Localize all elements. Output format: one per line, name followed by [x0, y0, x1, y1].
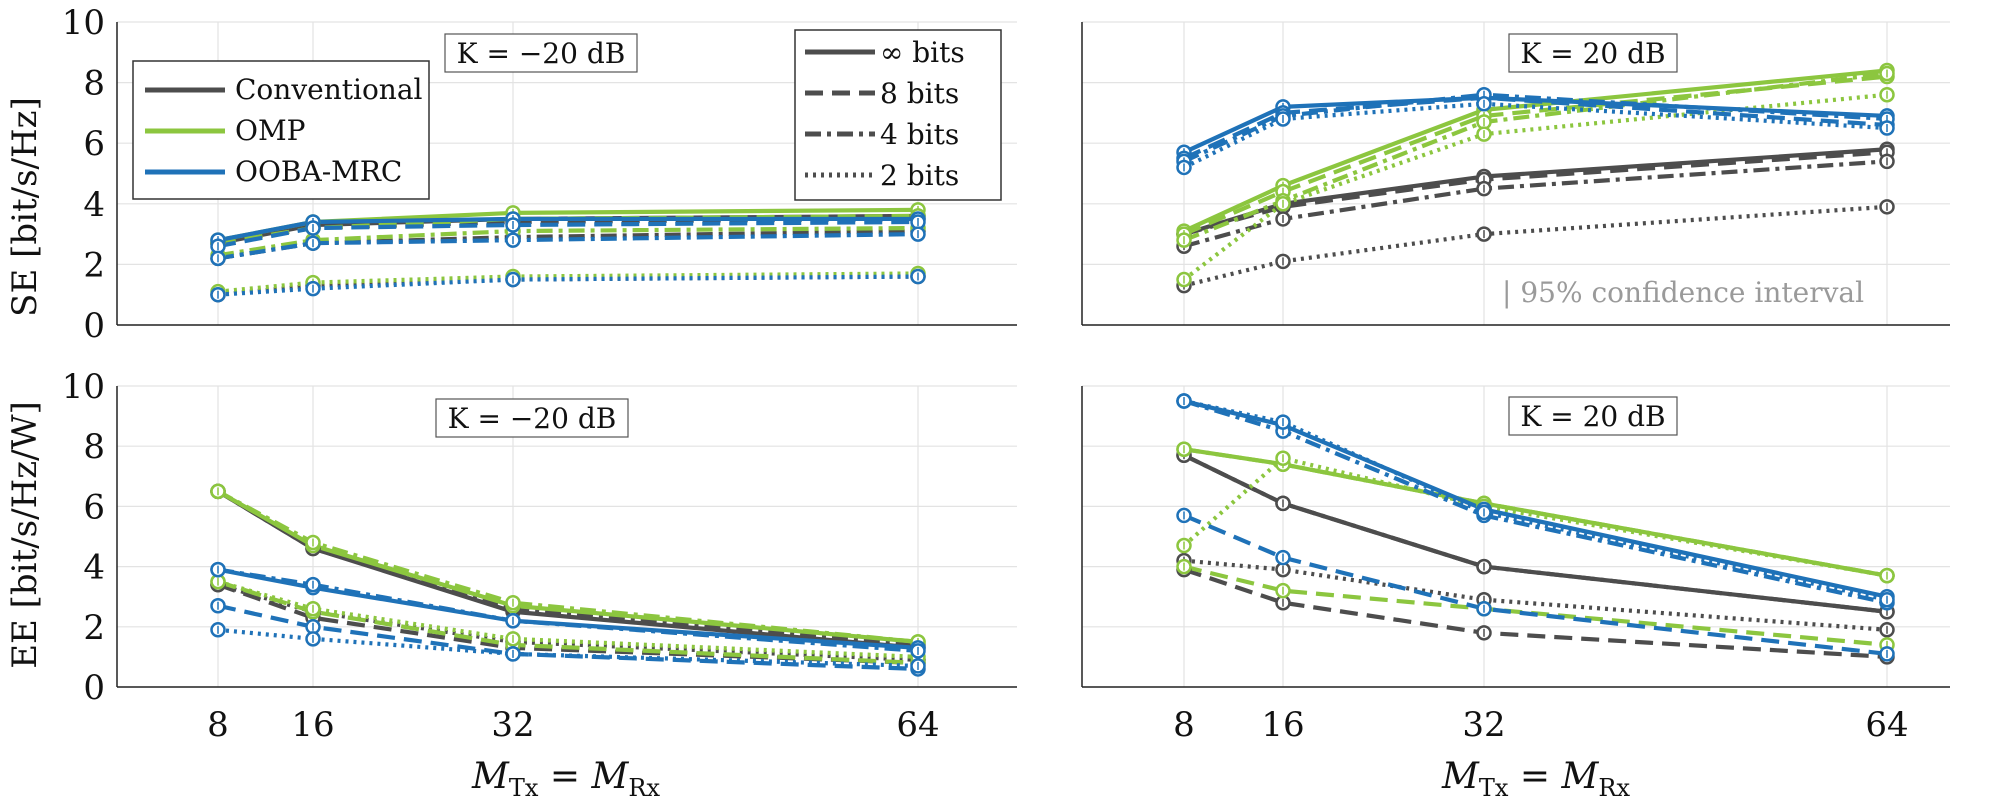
k-annotation-top-left: K = −20 dB	[444, 33, 638, 73]
series-line-ooba-mrc-8-bits	[217, 219, 919, 249]
series-line-omp-8-bits	[217, 579, 919, 666]
series-line-ooba-mrc-4-bits	[1183, 399, 1888, 605]
svg-text:K = −20 dB: K = −20 dB	[448, 402, 617, 435]
series-line-conventional-inf-bits	[1183, 147, 1888, 237]
x-label-left: MTx = MRx	[471, 756, 660, 797]
y-tick-label: 2	[83, 245, 105, 285]
panel-bottom-left: 0 2 4 6 8 10 8 16 32 64	[62, 367, 1017, 745]
y-tick-label: 8	[83, 64, 105, 104]
series-line-ooba-mrc-4-bits	[1183, 92, 1888, 164]
series-line-omp-2-bits	[217, 271, 919, 294]
series-line-conventional-4-bits	[1183, 453, 1888, 614]
series-line-omp-2-bits	[217, 579, 919, 659]
x-label-right: MTx = MRx	[1441, 756, 1630, 797]
legend-label-inf-bits: ∞ bits	[880, 36, 965, 69]
panel-top-right	[1081, 21, 1950, 326]
series-line-omp-2-bits	[1182, 456, 1888, 578]
series-line-ooba-mrc-8-bits	[1183, 513, 1888, 656]
y-tick-label: 10	[62, 367, 105, 407]
x-tick-label: 16	[1261, 705, 1304, 745]
legend-bits: ∞ bits 8 bits 4 bits 2 bits	[794, 29, 1002, 201]
series-line-omp-inf-bits	[1183, 68, 1888, 233]
x-tick-label: 32	[491, 705, 534, 745]
k-annotation-bottom-right: K = 20 dB	[1508, 396, 1678, 436]
x-tick-label: 16	[291, 705, 334, 745]
y-tick-label: 4	[83, 185, 105, 225]
x-tick-label: 8	[207, 705, 229, 745]
y-tick-label: 4	[83, 548, 105, 588]
series-line-ooba-mrc-inf-bits	[217, 216, 918, 243]
y-label-se: SE [bit/s/Hz]	[5, 97, 45, 317]
series-line-ooba-mrc-8-bits	[1183, 95, 1888, 161]
x-tick-label: 64	[896, 705, 939, 745]
svg-text:K = −20 dB: K = −20 dB	[457, 37, 626, 70]
legend-label-8-bits: 8 bits	[880, 77, 959, 110]
series-line-conventional-8-bits	[1183, 150, 1888, 237]
series-line-omp-4-bits	[217, 225, 919, 258]
series-line-conventional-4-bits	[216, 489, 919, 647]
panel-bottom-right: 8 16 32 64	[1081, 385, 1950, 745]
series-line-conventional-2-bits	[217, 582, 919, 663]
series-line-conventional-2-bits	[1183, 558, 1888, 632]
series-line-conventional-4-bits	[1183, 159, 1888, 249]
series-line-omp-4-bits	[217, 489, 919, 644]
series-line-ooba-mrc-2-bits	[1183, 101, 1888, 170]
x-tick-label: 32	[1462, 705, 1505, 745]
y-tick-label: 0	[83, 668, 105, 708]
y-label-ee: EE [bit/s/Hz/W]	[5, 401, 45, 669]
confidence-interval-note: | 95% confidence interval	[1502, 276, 1864, 309]
series-line-ooba-mrc-4-bits	[217, 232, 919, 261]
y-tick-label: 2	[83, 608, 105, 648]
series-line-ooba-mrc-2-bits	[217, 627, 919, 669]
y-tick-label: 0	[83, 306, 105, 346]
series-line-ooba-mrc-4-bits	[217, 567, 919, 653]
series-line-omp-4-bits	[1183, 447, 1888, 578]
series-line-conventional-2-bits	[1183, 204, 1888, 288]
legend-methods: Conventional OMP OOBA-MRC	[132, 60, 430, 200]
legend-label-conventional: Conventional	[235, 73, 423, 106]
y-tick-label: 10	[62, 3, 105, 43]
svg-text:K = 20 dB: K = 20 dB	[1520, 37, 1665, 70]
series-line-omp-8-bits	[1183, 564, 1888, 647]
x-tick-label: 64	[1865, 705, 1908, 745]
series-line-conventional-8-bits	[217, 582, 919, 666]
legend-label-2-bits: 2 bits	[880, 159, 959, 192]
svg-text:K = 20 dB: K = 20 dB	[1520, 400, 1665, 433]
series-line-ooba-mrc-2-bits	[1183, 398, 1888, 602]
y-tick-label: 6	[83, 487, 105, 527]
series-line-ooba-mrc-2-bits	[217, 274, 919, 297]
k-annotation-top-right: K = 20 dB	[1508, 33, 1678, 73]
series-line-conventional-2-bits	[217, 274, 919, 297]
legend-label-omp: OMP	[235, 114, 305, 147]
k-annotation-bottom-left: K = −20 dB	[435, 398, 629, 438]
series-line-conventional-8-bits	[1183, 567, 1888, 659]
series-line-omp-4-bits	[1183, 71, 1888, 243]
legend-label-4-bits: 4 bits	[880, 118, 959, 151]
panel-top-left: 0 2 4 6 8 10	[62, 3, 1017, 346]
y-tick-label: 8	[83, 427, 105, 467]
legend-label-ooba-mrc: OOBA-MRC	[235, 155, 402, 188]
x-tick-label: 8	[1173, 705, 1195, 745]
y-tick-label: 6	[83, 124, 105, 164]
